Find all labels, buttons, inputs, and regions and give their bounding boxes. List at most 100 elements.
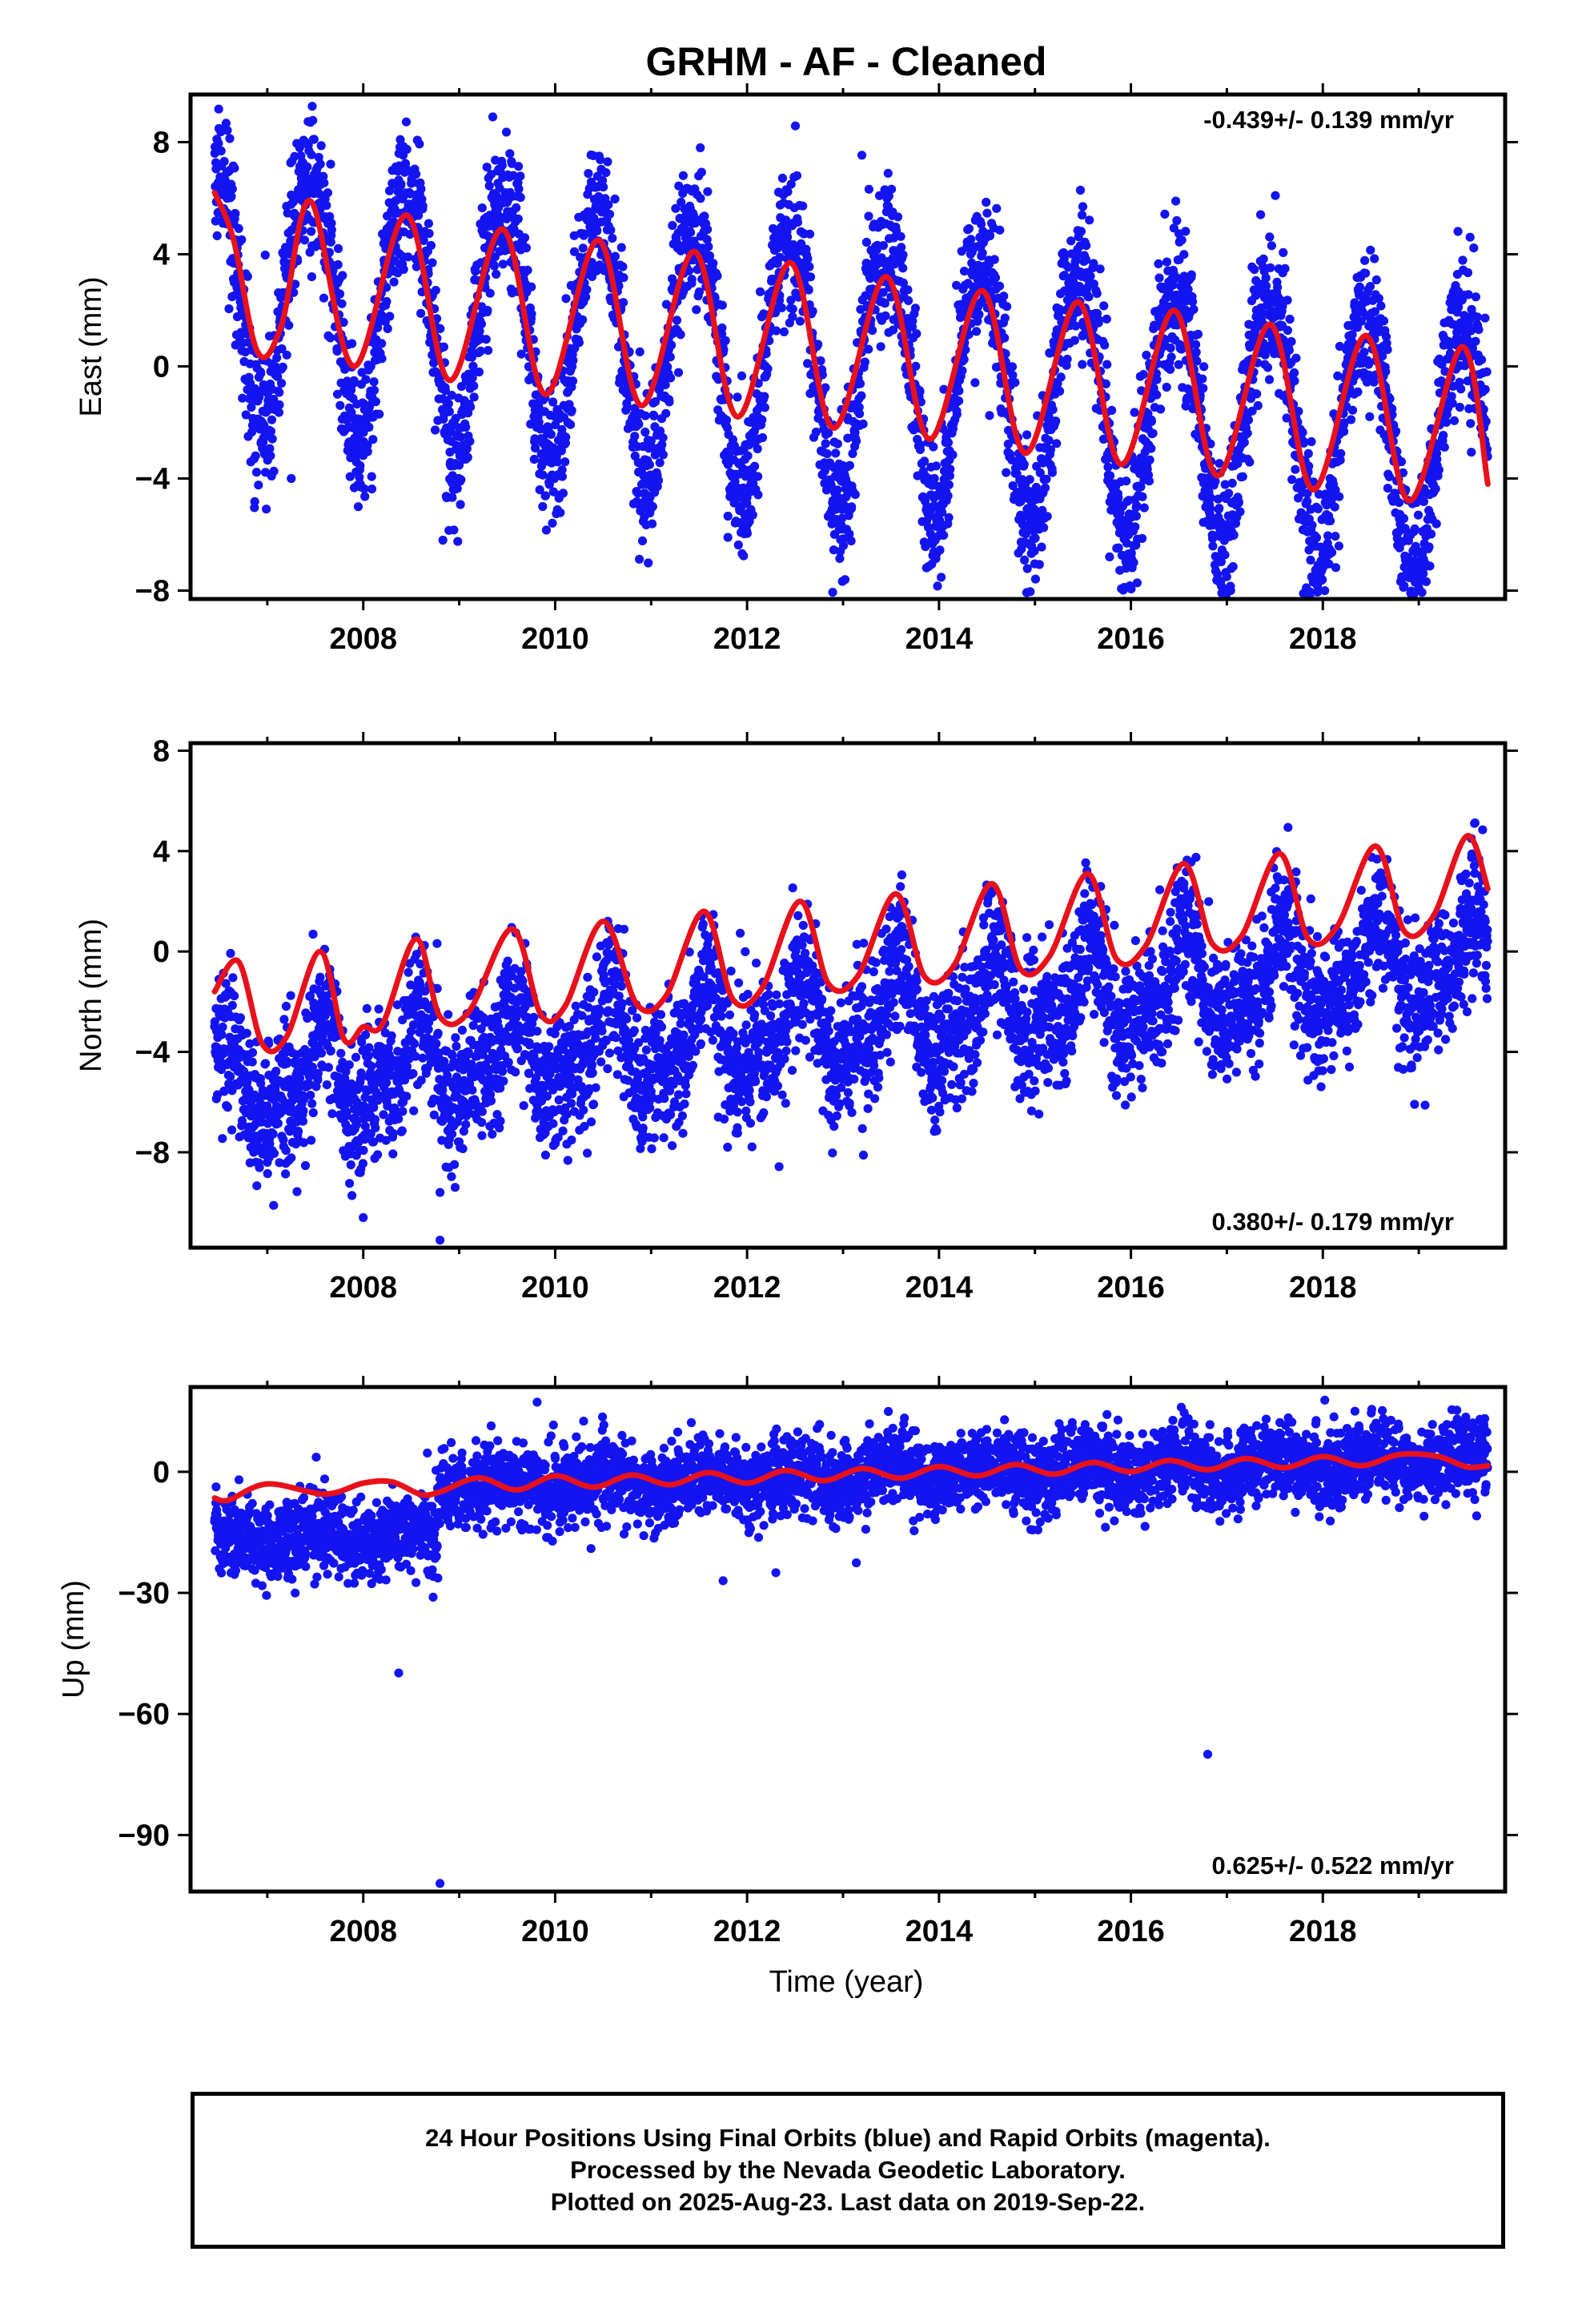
data-point [1212,606,1221,615]
data-point [822,449,832,459]
data-point [904,296,913,305]
data-point [1035,468,1045,478]
data-point [1193,329,1203,339]
data-point [1022,430,1032,440]
data-point [790,121,801,131]
data-point [234,223,243,233]
data-point [448,493,457,502]
data-point [1100,340,1110,350]
data-point [335,400,345,410]
data-point [1333,371,1343,380]
data-point [363,447,372,456]
y-tick-label: 4 [153,239,170,272]
data-point [238,393,247,403]
data-point [1287,336,1296,347]
data-point [651,396,661,407]
data-point [1152,375,1162,384]
data-point [292,1187,302,1196]
data-point [574,338,584,348]
data-point [349,376,359,385]
x-tick-label: 2018 [1289,622,1357,656]
data-point [760,392,769,401]
data-point [377,354,387,364]
data-point [217,84,226,93]
data-point [1324,559,1334,569]
data-point [286,991,295,1000]
data-point [1179,250,1189,259]
data-point [1114,493,1123,503]
data-point [952,409,962,419]
data-point [230,991,239,1001]
data-point [741,472,751,481]
data-point [275,388,284,397]
data-point [846,536,856,546]
data-point [1454,302,1464,312]
data-point [676,330,685,340]
data-point [371,396,380,407]
data-point [685,266,694,275]
data-point [1370,254,1379,263]
data-point [775,252,785,262]
data-point [805,229,815,239]
data-point [788,304,797,314]
data-point [323,1063,333,1072]
data-point [972,327,982,336]
data-point [466,402,476,412]
data-point [757,415,767,424]
data-point [484,181,494,191]
data-point [520,233,530,243]
data-point [383,324,392,333]
data-point [703,187,713,196]
data-point [1480,384,1490,394]
data-point [1252,389,1262,399]
data-point [227,1125,237,1135]
data-point [1059,271,1070,280]
data-point [468,373,477,383]
data-point [558,489,568,498]
data-point [279,1135,288,1144]
data-point [1482,367,1492,376]
data-point [469,392,479,402]
data-point [1016,497,1026,506]
data-point [1206,504,1215,513]
data-point [418,201,428,211]
data-point [1384,472,1394,482]
data-point [982,208,992,218]
data-point [1414,617,1423,625]
data-point [1256,210,1266,219]
data-point [1136,482,1146,492]
data-point [241,410,251,420]
data-point [566,420,576,429]
data-point [1282,413,1291,423]
data-point [1366,245,1375,255]
data-point [250,497,259,506]
data-point [255,386,264,396]
data-point [1102,314,1111,324]
data-point [1285,314,1295,324]
data-point [417,195,427,204]
data-point [1188,297,1198,307]
data-point [1381,367,1391,376]
data-point [990,273,1001,283]
data-point [217,1030,227,1039]
data-point [1075,185,1086,195]
data-point [1026,587,1035,597]
data-point [271,1067,281,1076]
data-point [855,409,865,419]
data-point [1298,428,1307,437]
data-point [218,1134,227,1144]
data-point [884,191,893,201]
data-point [813,340,823,349]
data-point [921,542,930,552]
data-point [363,440,372,450]
data-point [1448,381,1458,391]
north-plot-area [210,818,1492,1245]
data-point [242,1028,251,1038]
data-point [1419,569,1428,578]
data-point [340,1073,350,1084]
data-point [954,396,964,406]
data-point [1307,436,1316,447]
data-point [938,508,947,517]
data-point [1311,533,1322,543]
data-point [1331,563,1341,573]
